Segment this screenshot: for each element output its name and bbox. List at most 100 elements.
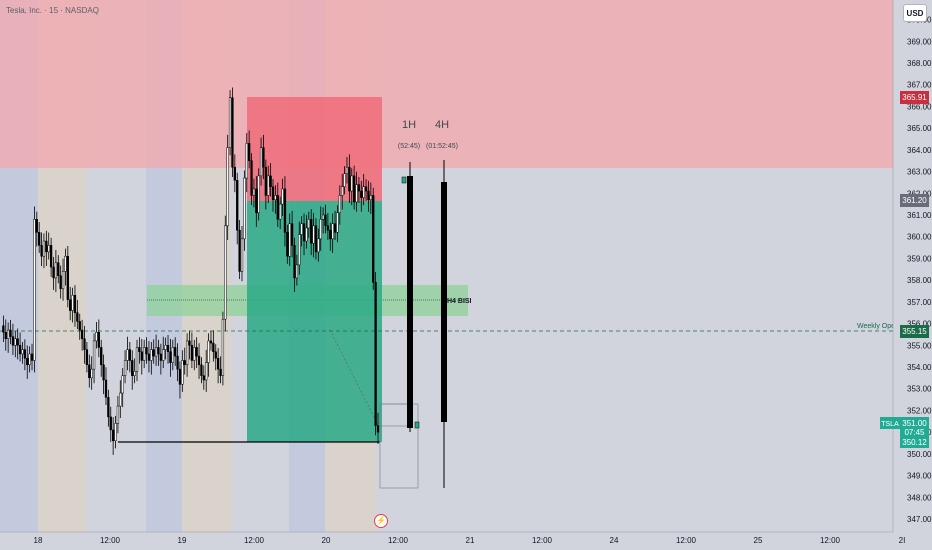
price-tick-label: 352.00 — [907, 406, 932, 415]
candle-body — [259, 147, 263, 177]
lightning-icon[interactable]: ⚡ — [374, 514, 388, 528]
time-tick-label: 12:00 — [820, 536, 841, 545]
candle-body — [111, 429, 115, 442]
candle-body — [276, 195, 279, 220]
currency-button[interactable]: USD — [903, 4, 927, 22]
candle-body — [286, 232, 289, 257]
candle-body — [76, 312, 79, 322]
candle-body — [40, 245, 43, 257]
time-tick-label: 12:00 — [676, 536, 697, 545]
candle-body — [255, 188, 258, 214]
candle-body — [352, 175, 356, 203]
time-axis-background — [0, 532, 932, 550]
candle-body — [312, 225, 315, 244]
candle-body — [69, 299, 72, 311]
candles[interactable] — [2, 87, 380, 455]
candle-body — [193, 347, 196, 361]
time-ticks: 18 12:00 19 12:00 20 12:00 21 12:00 24 12:00 25 12:… — [34, 536, 906, 545]
candle-body — [119, 392, 122, 407]
tf1-body[interactable] — [407, 176, 413, 428]
candle-body — [45, 240, 48, 253]
price-label-red — [900, 91, 929, 104]
candle-body — [71, 295, 74, 311]
candle-body — [133, 371, 136, 376]
tf2-body[interactable] — [441, 182, 447, 422]
time-axis[interactable]: 18 12:00 19 12:00 20 12:00 21 12:00 24 12:00 25 12:… — [0, 531, 932, 550]
candle-body — [250, 160, 253, 196]
candle-body — [18, 345, 22, 355]
candle-body — [123, 360, 127, 376]
price-tick-label: 355.00 — [907, 341, 932, 350]
candle-body — [197, 355, 201, 366]
candle-body — [360, 190, 363, 198]
fvg-label: H4 BISI — [447, 298, 472, 305]
candle-body — [281, 188, 284, 205]
tf2-label: 4H — [435, 119, 449, 131]
candle-body — [369, 195, 372, 201]
candle-body — [95, 331, 98, 342]
candle-body — [9, 329, 12, 337]
candle-body — [7, 329, 10, 339]
candle-body — [92, 340, 96, 370]
candle-body — [200, 364, 203, 376]
candle-body — [102, 364, 105, 381]
candle-body — [240, 238, 244, 272]
tf1-marker — [414, 421, 420, 429]
candle-body — [367, 190, 370, 201]
candle-body — [231, 97, 234, 168]
price-label-red-text: 365.91 — [902, 93, 927, 102]
candle-body — [336, 212, 339, 233]
candle-body — [195, 347, 198, 357]
candle-body — [80, 329, 84, 339]
candle-body — [372, 195, 375, 283]
candle-body — [228, 97, 232, 148]
weekly-open-label: Weekly Open — [857, 323, 899, 330]
candle-body — [331, 223, 334, 240]
candle-body — [345, 166, 349, 174]
candle-body — [159, 353, 163, 361]
candle-body — [302, 223, 306, 242]
candle-body — [171, 347, 174, 363]
tf2-countdown: (01:52:45) — [426, 143, 458, 150]
candle-body — [238, 229, 241, 272]
candle-body — [145, 347, 148, 355]
candle-body — [202, 375, 205, 381]
time-tick-label: 24 — [610, 536, 619, 545]
candle-body — [97, 331, 100, 348]
candle-body — [126, 349, 129, 361]
time-tick-label: 18 — [34, 536, 43, 545]
candle-body — [348, 166, 351, 192]
candle-body — [181, 360, 184, 385]
candle-body — [143, 347, 146, 361]
candle-body — [162, 349, 165, 361]
candle-body — [42, 240, 46, 257]
price-tick-label: 365.00 — [907, 124, 932, 133]
supply-zone[interactable] — [0, 0, 893, 168]
candle-body — [66, 255, 69, 300]
timeframe-bars: 1H (52:45) 4H (01:52:45) — [398, 119, 458, 488]
candle-body — [140, 351, 143, 361]
candle-body — [188, 340, 191, 346]
time-tick-label: 12:00 — [100, 536, 121, 545]
candle-body — [114, 423, 117, 442]
price-tick-label: 366.00 — [907, 102, 932, 111]
candle-body — [109, 416, 112, 431]
candle-body — [52, 266, 55, 279]
candle-body — [176, 355, 179, 370]
time-tick-label: 19 — [178, 536, 187, 545]
candle-body — [152, 349, 155, 357]
candle-body — [78, 321, 81, 331]
candle-body — [300, 223, 303, 235]
time-tick-label: 12:00 — [532, 536, 553, 545]
price-tick-label: 357.00 — [907, 298, 932, 307]
candle-body — [116, 405, 120, 424]
symbol-tag — [880, 417, 900, 429]
candle-body — [150, 349, 153, 361]
candle-body — [362, 186, 365, 198]
candle-body — [47, 245, 50, 253]
alt-price-text: 350.12 — [902, 438, 927, 447]
candle-body — [224, 225, 227, 320]
candle-body — [343, 173, 346, 187]
price-tick-label: 349.00 — [907, 472, 932, 481]
